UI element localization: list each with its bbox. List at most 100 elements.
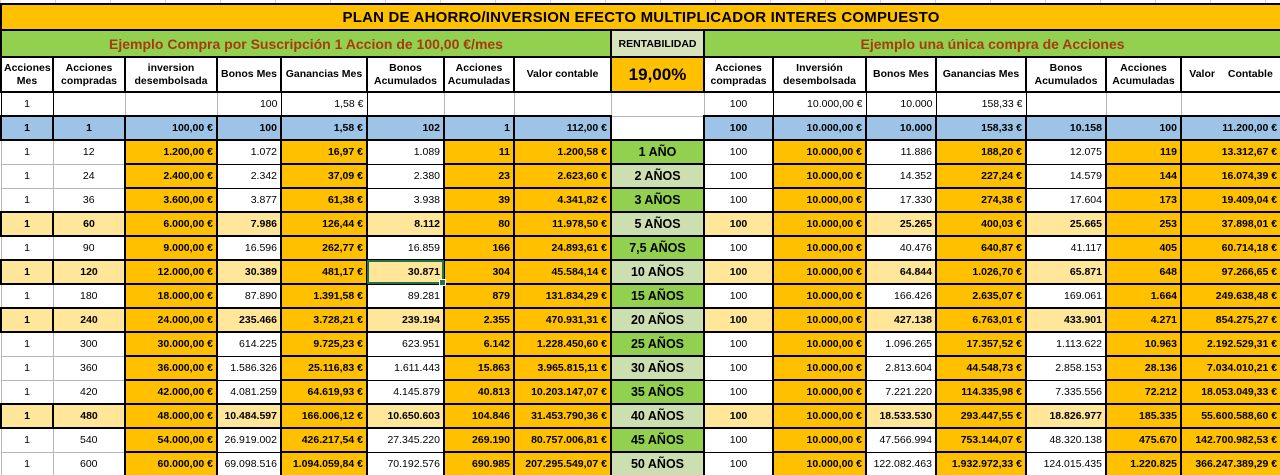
cell[interactable]: 1.220.825 xyxy=(1105,451,1182,475)
cell[interactable]: 166 xyxy=(443,235,515,261)
col-header-left-valor-contable[interactable]: Valor contable xyxy=(513,56,612,93)
cell[interactable]: 475.670 xyxy=(1105,427,1182,453)
cell[interactable] xyxy=(610,115,705,141)
cell[interactable]: 40.813 xyxy=(443,379,515,405)
cell[interactable]: 10.000,00 € xyxy=(772,331,867,357)
cell[interactable]: 360 xyxy=(52,355,126,381)
cell[interactable]: 64.844 xyxy=(865,259,937,285)
cell[interactable]: 1 xyxy=(443,115,515,141)
cell[interactable]: 2.858.153 xyxy=(1025,355,1107,381)
cell[interactable]: 274,38 € xyxy=(935,187,1027,213)
cell[interactable]: 1.611.443 xyxy=(366,355,445,381)
cell[interactable]: 1 xyxy=(0,331,54,357)
cell[interactable]: 65.871 xyxy=(1025,259,1107,285)
cell[interactable]: 10.000,00 € xyxy=(772,427,867,453)
cell[interactable]: 158,33 € xyxy=(935,91,1027,117)
cell[interactable]: 1.089 xyxy=(366,139,445,165)
cell[interactable]: 54.000,00 € xyxy=(124,427,218,453)
cell[interactable]: 1.026,70 € xyxy=(935,259,1027,285)
cell[interactable]: 144 xyxy=(1105,163,1182,189)
period-cell[interactable]: 35 AÑOS xyxy=(610,379,705,405)
cell[interactable]: 2.400,00 € xyxy=(124,163,218,189)
cell[interactable]: 100 xyxy=(703,355,774,381)
cell[interactable]: 70.192.576 xyxy=(366,451,445,475)
cell[interactable]: 13.312,67 € xyxy=(1179,139,1280,165)
cell[interactable]: 25.665 xyxy=(1025,211,1107,237)
cell[interactable]: 90 xyxy=(52,235,126,261)
cell[interactable]: 262,77 € xyxy=(280,235,368,261)
cell[interactable]: 3.877 xyxy=(216,187,282,213)
cell[interactable]: 19.409,04 € xyxy=(1179,187,1280,213)
cell[interactable]: 42.000,00 € xyxy=(124,379,218,405)
cell[interactable]: 24 xyxy=(52,163,126,189)
cell[interactable]: 100 xyxy=(216,91,282,117)
cell[interactable]: 540 xyxy=(52,427,126,453)
cell[interactable]: 16,97 € xyxy=(280,139,368,165)
cell[interactable]: 8.112 xyxy=(366,211,445,237)
cell[interactable]: 16.596 xyxy=(216,235,282,261)
cell[interactable]: 480 xyxy=(52,403,126,429)
cell[interactable]: 1 xyxy=(0,283,54,309)
cell[interactable]: 39 xyxy=(443,187,515,213)
cell[interactable]: 235.466 xyxy=(216,307,282,333)
cell[interactable]: 614.225 xyxy=(216,331,282,357)
period-cell[interactable]: 5 AÑOS xyxy=(610,211,705,237)
cell[interactable]: 366.247.389,29 € xyxy=(1179,451,1280,475)
cell[interactable]: 120 xyxy=(52,259,126,285)
col-header-right-inversion-desembolsada[interactable]: Inversión desembolsada xyxy=(772,56,867,93)
cell[interactable]: 1.096.265 xyxy=(865,331,937,357)
cell[interactable]: 427.138 xyxy=(865,307,937,333)
cell[interactable]: 180 xyxy=(52,283,126,309)
cell[interactable]: 2.813.604 xyxy=(865,355,937,381)
cell[interactable]: 10.000,00 € xyxy=(772,283,867,309)
cell[interactable]: 36.000,00 € xyxy=(124,355,218,381)
cell[interactable]: 10.000,00 € xyxy=(772,355,867,381)
cell[interactable]: 10.000,00 € xyxy=(772,163,867,189)
cell[interactable]: 60.000,00 € xyxy=(124,451,218,475)
cell[interactable]: 97.266,65 € xyxy=(1179,259,1280,285)
cell[interactable]: 1.094.059,84 € xyxy=(280,451,368,475)
cell[interactable]: 100 xyxy=(703,139,774,165)
cell[interactable]: 10.000,00 € xyxy=(772,139,867,165)
cell[interactable]: 1 xyxy=(0,307,54,333)
rentabilidad-rate-cell[interactable]: 19,00% xyxy=(610,56,705,93)
cell[interactable]: 100 xyxy=(703,379,774,405)
cell[interactable]: 102 xyxy=(366,115,445,141)
cell[interactable]: 26.919.002 xyxy=(216,427,282,453)
period-cell[interactable]: 30 AÑOS xyxy=(610,355,705,381)
cell[interactable]: 100 xyxy=(703,91,774,117)
cell[interactable]: 10.000 xyxy=(865,91,937,117)
col-header-right-bonos-acumulados[interactable]: Bonos Acumulados xyxy=(1025,56,1107,93)
col-header-left-inversion-desembolsada[interactable]: inversion desembolsada xyxy=(124,56,218,93)
cell[interactable]: 11.886 xyxy=(865,139,937,165)
cell[interactable]: 37.898,01 € xyxy=(1179,211,1280,237)
cell[interactable]: 207.295.549,07 € xyxy=(513,451,612,475)
col-header-left-bonos-mes[interactable]: Bonos Mes xyxy=(216,56,282,93)
cell[interactable]: 37,09 € xyxy=(280,163,368,189)
cell[interactable]: 1 xyxy=(0,139,54,165)
cell[interactable]: 4.081.259 xyxy=(216,379,282,405)
col-header-left-acciones-acumuladas[interactable]: Acciones Acumuladas xyxy=(443,56,515,93)
period-cell[interactable]: 2 AÑOS xyxy=(610,163,705,189)
cell[interactable]: 40.476 xyxy=(865,235,937,261)
cell[interactable]: 10.000,00 € xyxy=(772,91,867,117)
cell[interactable]: 1 xyxy=(0,235,54,261)
cell[interactable]: 124.015.435 xyxy=(1025,451,1107,475)
cell[interactable]: 122.082.463 xyxy=(865,451,937,475)
cell[interactable]: 1 xyxy=(0,163,54,189)
cell[interactable]: 100 xyxy=(1105,115,1182,141)
cell[interactable] xyxy=(513,91,612,117)
cell[interactable]: 10.000,00 € xyxy=(772,211,867,237)
col-header-left-acciones-compradas[interactable]: Acciones compradas xyxy=(52,56,126,93)
cell[interactable]: 24.893,61 € xyxy=(513,235,612,261)
col-header-left-acciones-mes[interactable]: Acciones Mes xyxy=(0,56,54,93)
selected-cell[interactable]: 30.871 xyxy=(366,259,447,287)
cell[interactable]: 188,20 € xyxy=(935,139,1027,165)
cell[interactable]: 690.985 xyxy=(443,451,515,475)
cell[interactable]: 1 xyxy=(0,115,54,141)
cell[interactable]: 48.320.138 xyxy=(1025,427,1107,453)
cell[interactable]: 80.757.006,81 € xyxy=(513,427,612,453)
cell[interactable]: 48.000,00 € xyxy=(124,403,218,429)
cell[interactable]: 3.965.815,11 € xyxy=(513,355,612,381)
cell[interactable]: 100 xyxy=(703,235,774,261)
